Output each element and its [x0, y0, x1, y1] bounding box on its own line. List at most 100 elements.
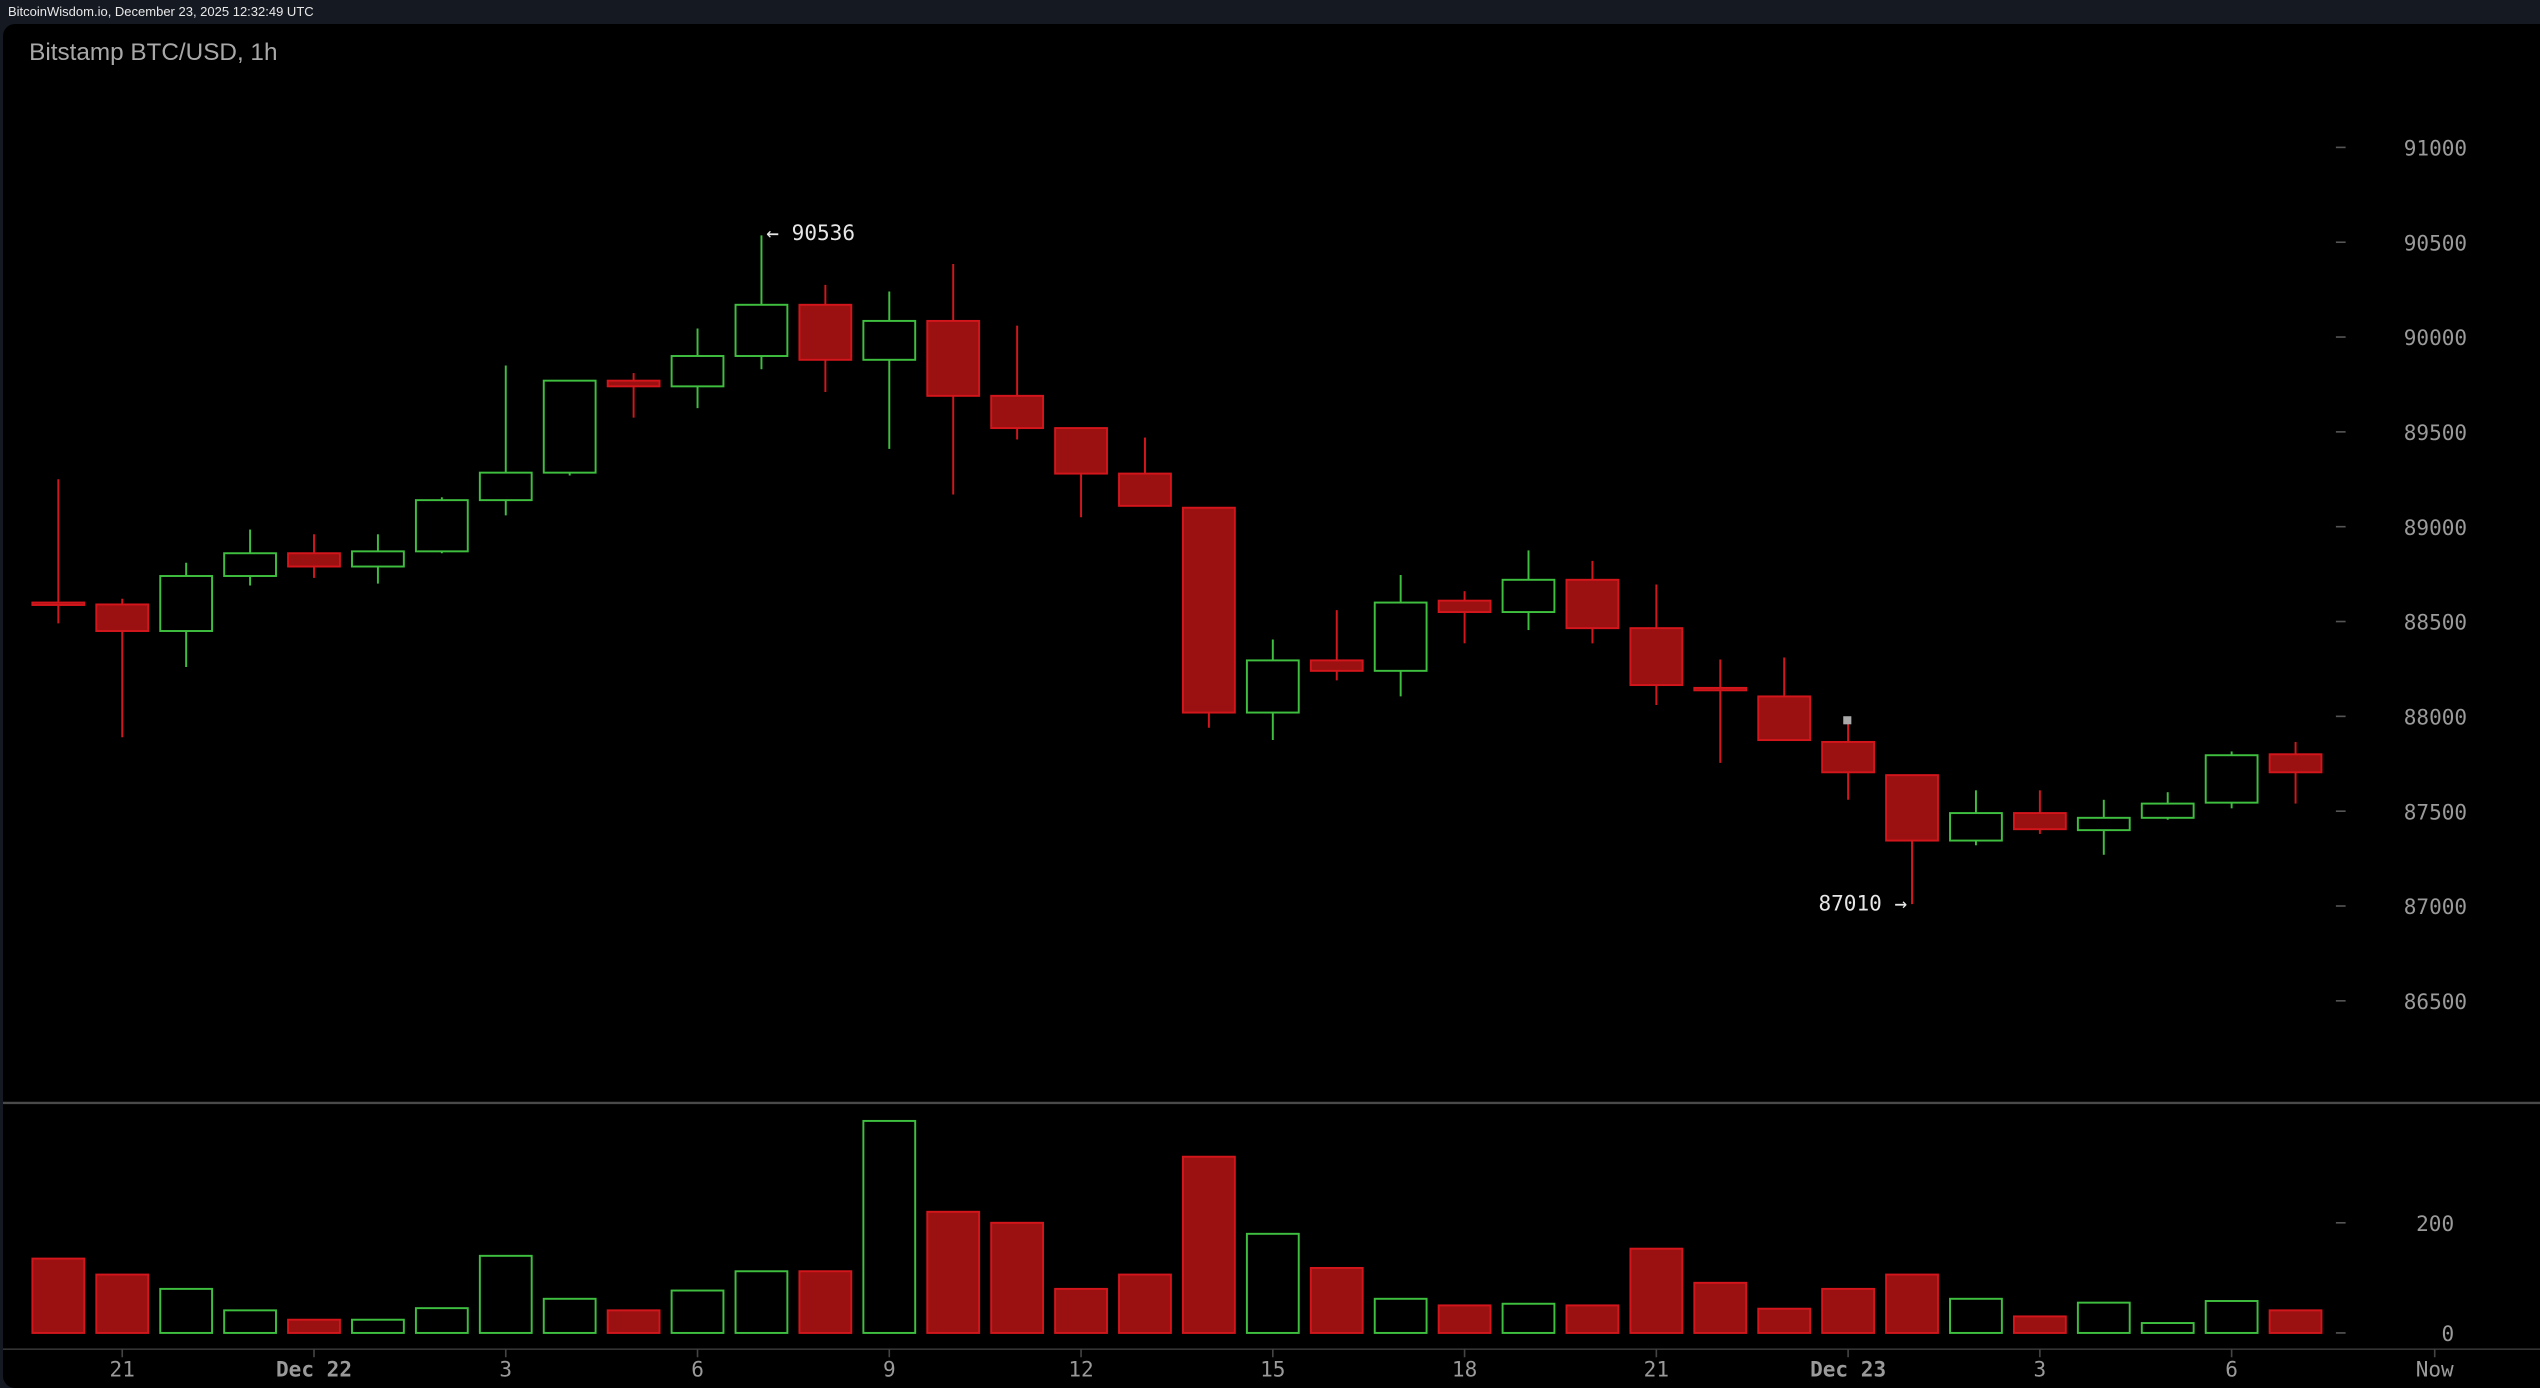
candle-body [1693, 686, 1748, 692]
candle-body [2076, 816, 2131, 832]
price-tick-label: 87500 [2404, 799, 2467, 824]
time-tick-label: 12 [1068, 1357, 1093, 1382]
candle-body [606, 379, 661, 388]
candle-body [1309, 659, 1364, 672]
time-tick-label: Now [2416, 1357, 2454, 1382]
price-tick-label: 89500 [2404, 420, 2467, 445]
volume-bar [1309, 1266, 1364, 1334]
candle [2204, 751, 2259, 809]
time-tick-label: Dec 22 [276, 1357, 352, 1382]
candle-body [1949, 812, 2003, 842]
volume-bar [1373, 1297, 1428, 1334]
candle-body [670, 355, 725, 388]
candle-body [1182, 506, 1236, 714]
candle [31, 479, 86, 624]
candle-body [2140, 802, 2195, 819]
price-tick-label: 88500 [2404, 610, 2467, 635]
volume-bar [1949, 1297, 2003, 1334]
candle-body [414, 499, 469, 553]
candle-body [734, 303, 789, 357]
candle [1245, 639, 1300, 741]
candle [670, 328, 725, 409]
volume-bar [223, 1309, 277, 1334]
candle-body [1629, 627, 1684, 687]
candlestick-chart: Bitstamp BTC/USD, 1h 86500 87000 87500 8800… [3, 39, 2540, 1382]
candle [542, 379, 597, 476]
volume-bar [478, 1254, 533, 1334]
volume-bar [990, 1221, 1045, 1334]
time-tick-label: 3 [2034, 1357, 2047, 1382]
candle [606, 373, 661, 418]
volume-bar [1693, 1281, 1748, 1334]
candle [1693, 659, 1748, 763]
candle [1949, 790, 2003, 846]
volume-bar [862, 1119, 917, 1334]
volume-bar [1118, 1273, 1172, 1334]
candle-body [1885, 774, 1939, 842]
candle [414, 497, 469, 554]
volume-bar [1054, 1287, 1108, 1334]
price-axis: 86500 87000 87500 88000 88500 89000 89500 90000… [2335, 135, 2467, 1014]
time-tick-label: 6 [2225, 1357, 2238, 1382]
candle [2140, 792, 2195, 820]
candle [95, 598, 150, 738]
candle-body [990, 394, 1045, 430]
candle-body [95, 603, 150, 632]
candle [1757, 657, 1812, 742]
volume-bar [1565, 1304, 1620, 1334]
candle [1629, 584, 1684, 705]
time-tick-label: Dec 23 [1810, 1357, 1886, 1382]
candle-body [2204, 754, 2259, 804]
candle [159, 562, 214, 668]
candle [926, 264, 981, 495]
volume-tick-label: 200 [2416, 1211, 2454, 1236]
volume-tick-label: 0 [2441, 1321, 2454, 1346]
price-tick-label: 90500 [2404, 230, 2467, 255]
time-axis: 21 Dec 22 3 6 9 12 15 18 21 Dec 23 3 6 Now [110, 1349, 2454, 1382]
volume-bar [414, 1307, 469, 1334]
volume-bar [351, 1318, 405, 1334]
volume-bar [542, 1297, 597, 1334]
time-tick-label: 18 [1452, 1357, 1477, 1382]
candle [478, 365, 533, 516]
volume-bar [1501, 1302, 1556, 1334]
low-annotation: 87010 → [1818, 891, 1907, 916]
volume-bar [1629, 1247, 1684, 1334]
candle-body [1054, 427, 1108, 475]
volume-bar [2204, 1300, 2259, 1334]
candle [862, 291, 917, 449]
candles [31, 235, 2323, 905]
candle [2012, 790, 2067, 834]
price-tick-label: 91000 [2404, 135, 2467, 160]
candle [1437, 591, 1492, 644]
time-tick-label: 21 [1644, 1357, 1669, 1382]
price-tick-label: 88000 [2404, 704, 2467, 729]
candle [798, 284, 853, 393]
volume-bar [798, 1270, 853, 1334]
volume-bar [95, 1273, 150, 1334]
candle [1501, 550, 1556, 631]
time-tick-label: 15 [1260, 1357, 1285, 1382]
candle-body [1565, 578, 1620, 630]
volume-bar [1821, 1287, 1875, 1334]
candle-body [926, 319, 981, 397]
candle [1054, 427, 1108, 518]
time-tick-label: 21 [110, 1357, 135, 1382]
volume-bar [1182, 1155, 1236, 1334]
chart-panel: Bitstamp BTC/USD, 1h 86500 87000 87500 8800… [3, 24, 2540, 1388]
price-tick-label: 90000 [2404, 325, 2467, 350]
candle-body [1757, 695, 1812, 742]
volume-bars [31, 1119, 2323, 1334]
candle [223, 529, 277, 586]
time-tick-label: 6 [691, 1357, 704, 1382]
source-timestamp-bar: BitcoinWisdom.io, December 23, 2025 12:3… [0, 0, 2540, 24]
volume-bar [926, 1210, 981, 1334]
candle-body [31, 601, 86, 606]
price-tick-label: 89000 [2404, 515, 2467, 540]
candle [1118, 437, 1172, 507]
candle-body [159, 575, 214, 632]
candle [1821, 721, 1875, 800]
candle [990, 325, 1045, 440]
candle-body [1821, 740, 1875, 774]
volume-bar [159, 1287, 214, 1334]
